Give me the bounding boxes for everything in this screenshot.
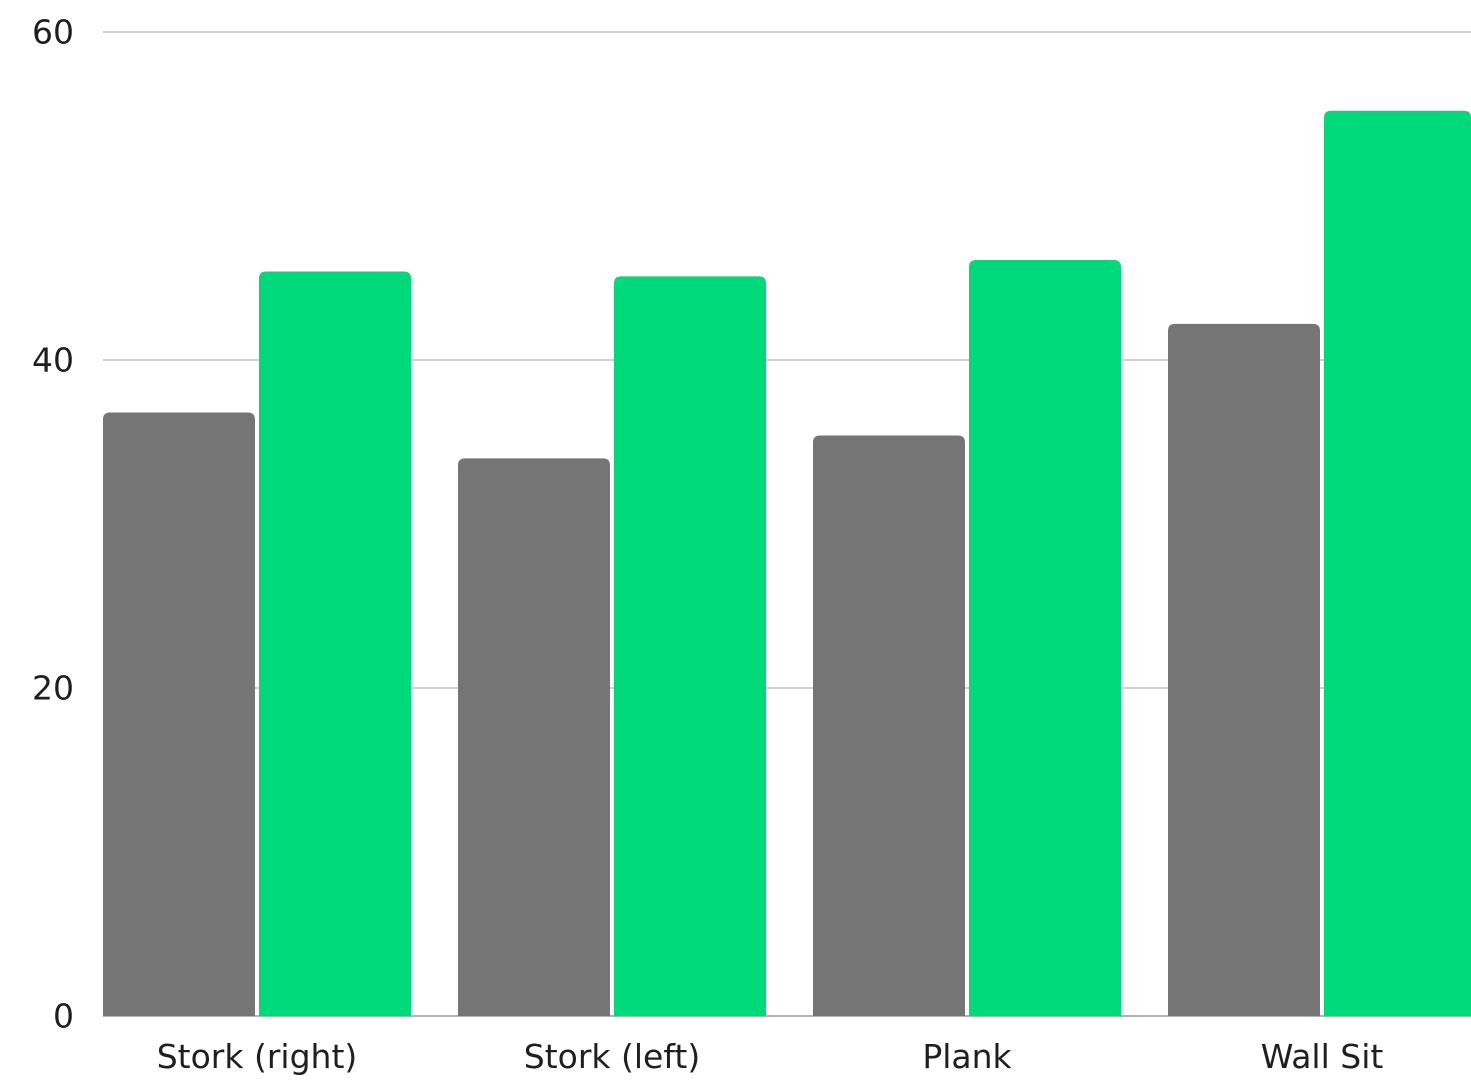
bar-green-3 bbox=[969, 259, 1121, 1017]
y-axis-ticks: 0 20 40 60 bbox=[32, 13, 74, 1036]
x-axis-categories: Stork (right) Stork (left) Plank Wall Sit bbox=[157, 1037, 1384, 1076]
y-tick-label: 40 bbox=[32, 341, 74, 380]
x-category-label: Plank bbox=[922, 1037, 1012, 1076]
x-category-label: Stork (left) bbox=[524, 1037, 700, 1076]
bar-green-2 bbox=[614, 276, 766, 1016]
bars bbox=[103, 110, 1471, 1017]
bar-gray-1 bbox=[103, 412, 255, 1017]
x-category-label: Stork (right) bbox=[157, 1037, 358, 1076]
bar-gray-4 bbox=[1168, 323, 1320, 1016]
y-tick-label: 60 bbox=[32, 13, 74, 52]
bar-green-4 bbox=[1324, 110, 1471, 1017]
y-tick-label: 20 bbox=[32, 669, 74, 708]
y-tick-label: 0 bbox=[53, 997, 74, 1036]
bar-gray-2 bbox=[458, 458, 610, 1016]
bar-green-1 bbox=[259, 271, 411, 1016]
bar-gray-3 bbox=[813, 435, 965, 1016]
x-category-label: Wall Sit bbox=[1261, 1037, 1384, 1076]
